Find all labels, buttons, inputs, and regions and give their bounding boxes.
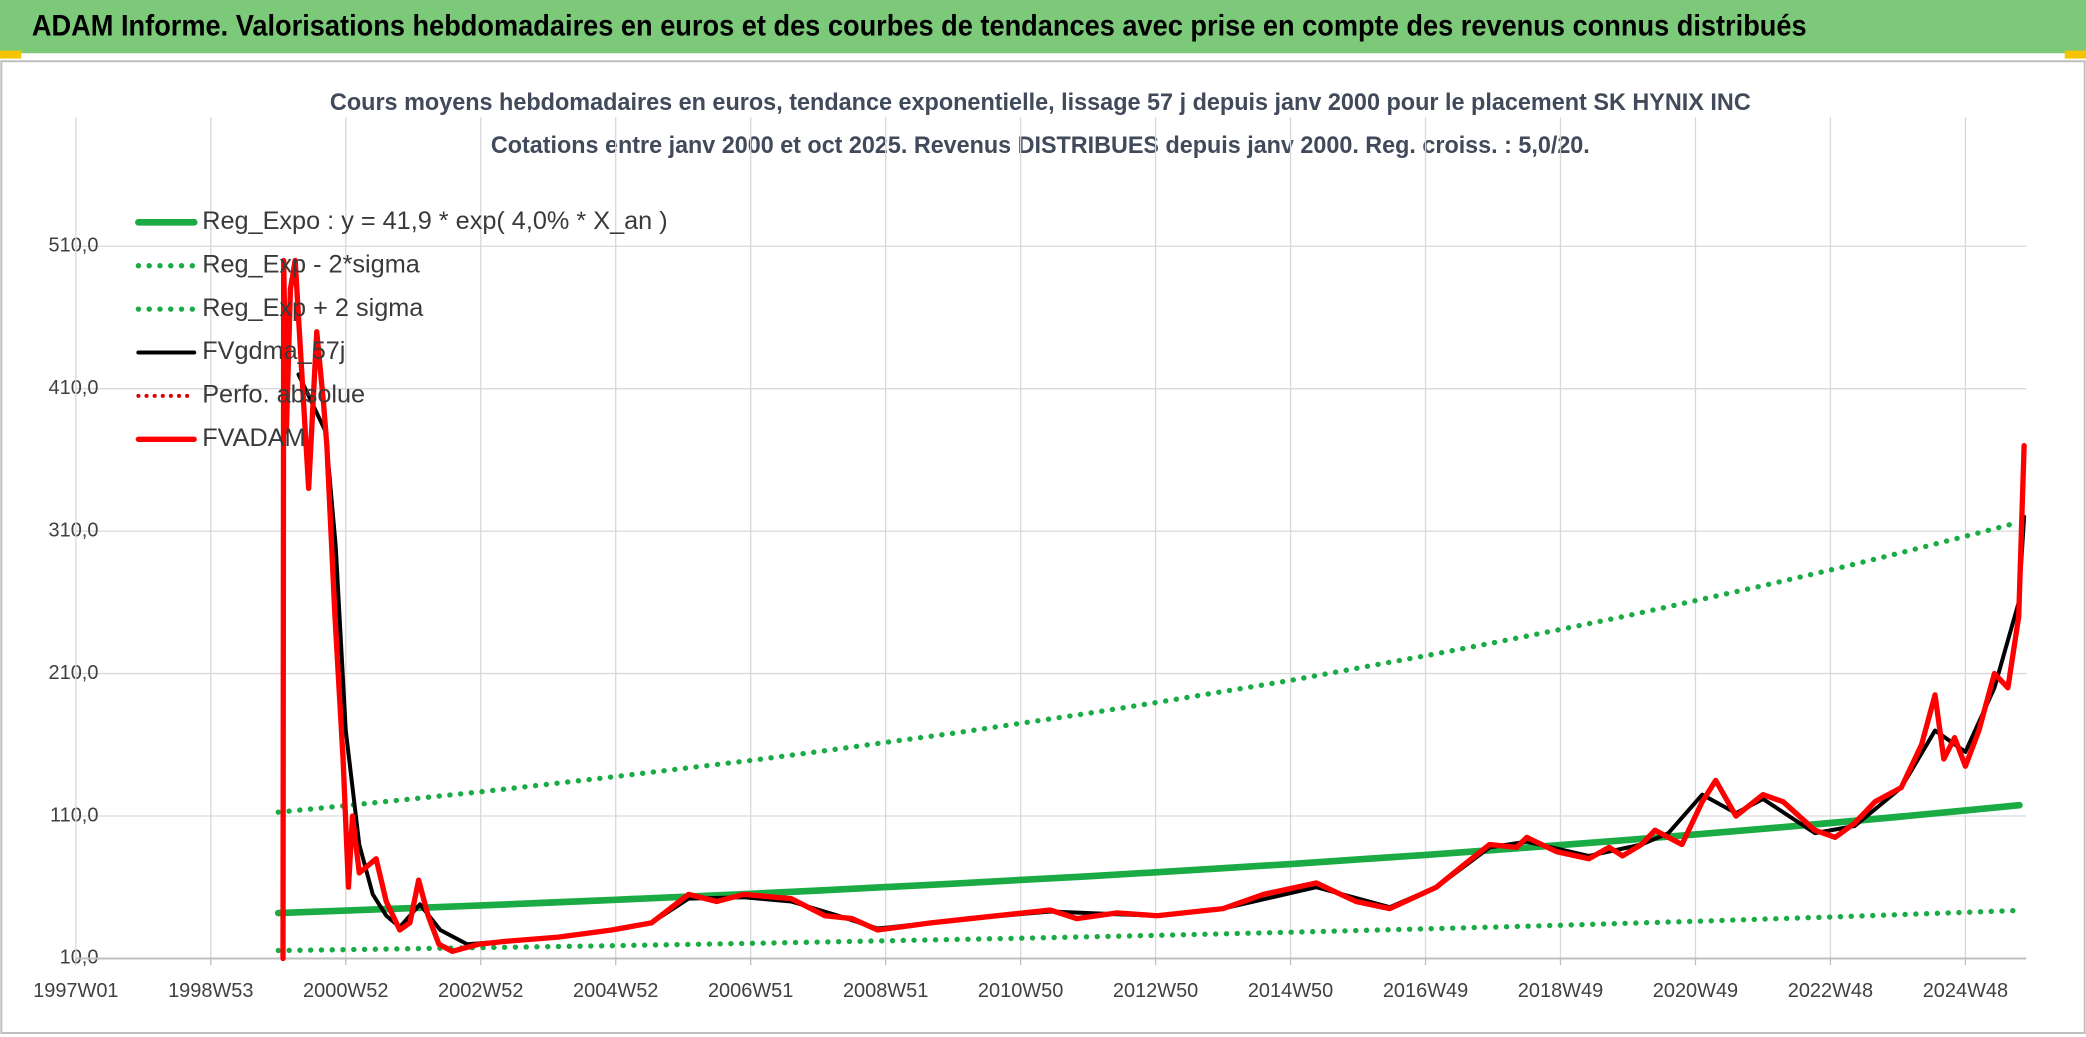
corner-mark bbox=[0, 50, 22, 59]
series-line bbox=[275, 519, 2023, 815]
legend-label: FVgdma_57j bbox=[202, 337, 345, 365]
x-tick-label: 1997W01 bbox=[33, 980, 118, 1002]
header-title: ADAM Informe. Valorisations hebdomadaire… bbox=[32, 11, 1807, 43]
y-tick-label: 510,0 bbox=[49, 235, 99, 257]
series-line bbox=[275, 907, 2023, 954]
x-tick-label: 2018W49 bbox=[1518, 980, 1603, 1002]
legend-label: Reg_Expo : y = 41,9 * exp( 4,0% * X_an ) bbox=[202, 207, 667, 235]
x-tick-label: 2024W48 bbox=[1923, 980, 2008, 1002]
y-tick-label: 410,0 bbox=[49, 377, 99, 399]
series-line bbox=[280, 257, 2027, 962]
x-tick-label: 2006W51 bbox=[708, 980, 793, 1002]
legend-label: FVADAM bbox=[202, 424, 305, 452]
header-band bbox=[0, 0, 2086, 54]
x-tick-label: 2014W50 bbox=[1248, 980, 1333, 1002]
x-tick-label: 2020W49 bbox=[1653, 980, 1738, 1002]
x-tick-label: 2016W49 bbox=[1383, 980, 1468, 1002]
chart-frame bbox=[0, 60, 2086, 1035]
x-tick-label: 2004W52 bbox=[573, 980, 658, 1002]
chart-subtitle: Cotations entre janv 2000 et oct 2025. R… bbox=[491, 132, 1590, 159]
legend: Reg_Expo : y = 41,9 * exp( 4,0% * X_an )… bbox=[135, 207, 668, 452]
y-tick-label: 110,0 bbox=[50, 804, 98, 826]
x-tick-label: 1998W53 bbox=[168, 980, 253, 1002]
x-tick-label: 2022W48 bbox=[1788, 980, 1873, 1002]
corner-mark bbox=[2064, 50, 2086, 59]
legend-label: Reg_Exp - 2*sigma bbox=[202, 250, 421, 278]
legend-label: Reg_Exp + 2 sigma bbox=[202, 294, 424, 322]
chart-title: Cours moyens hebdomadaires en euros, ten… bbox=[330, 89, 1751, 116]
y-tick-label: 210,0 bbox=[49, 662, 99, 684]
x-tick-label: 2000W52 bbox=[303, 980, 388, 1002]
x-tick-label: 2008W51 bbox=[843, 980, 928, 1002]
x-tick-label: 2010W50 bbox=[978, 980, 1063, 1002]
series-line bbox=[274, 801, 2023, 917]
y-tick-label: 310,0 bbox=[49, 519, 99, 541]
x-tick-label: 2012W50 bbox=[1113, 980, 1198, 1002]
legend-label: Perfo. absolue bbox=[202, 381, 365, 409]
x-tick-label: 2002W52 bbox=[438, 980, 523, 1002]
plot-lines bbox=[274, 257, 2027, 962]
